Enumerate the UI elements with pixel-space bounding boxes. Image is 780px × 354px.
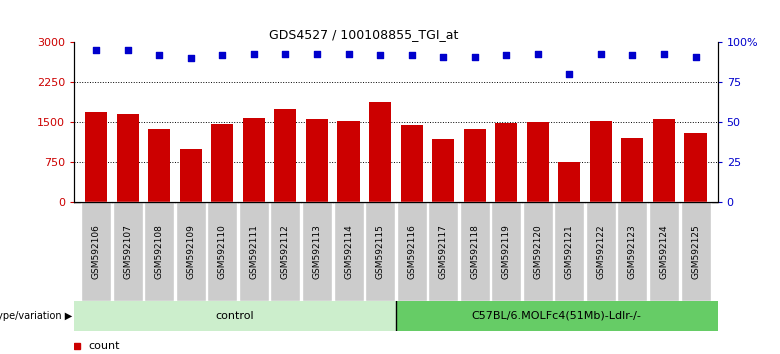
Point [500,52,512,58]
Bar [555,202,584,301]
Bar [432,139,454,202]
Bar [526,122,549,202]
Point [563,72,576,77]
Point [626,52,639,58]
Point [469,54,481,59]
Bar [495,123,517,202]
Bar [81,202,112,301]
Text: count: count [88,341,120,351]
Bar [85,112,107,202]
Point [342,51,355,56]
Text: GSM592112: GSM592112 [281,224,290,279]
Text: GSM592111: GSM592111 [250,224,258,279]
Bar [74,301,396,331]
Bar [459,202,490,301]
Text: GSM592118: GSM592118 [470,224,479,279]
Bar [144,202,174,301]
Text: GSM592108: GSM592108 [154,224,164,279]
Text: GSM592121: GSM592121 [565,224,574,279]
Point [153,52,165,58]
Text: GSM592106: GSM592106 [92,224,101,279]
Bar [558,162,580,202]
Bar [590,120,612,202]
Point [374,52,386,58]
Bar [179,149,202,202]
Point [658,51,670,56]
Point [531,51,544,56]
Bar [117,114,139,202]
Point [594,51,607,56]
Bar [243,118,265,202]
Text: GSM592116: GSM592116 [407,224,416,279]
Bar [463,129,486,202]
Text: GSM592109: GSM592109 [186,224,195,279]
Bar [649,202,679,301]
Bar [365,202,395,301]
Bar [148,129,170,202]
Bar [618,202,647,301]
Bar [306,120,328,202]
Point [437,54,449,59]
Bar [211,124,233,202]
Text: GSM592107: GSM592107 [123,224,133,279]
Text: genotype/variation ▶: genotype/variation ▶ [0,311,73,321]
Bar [207,202,237,301]
Bar [338,121,360,202]
Bar [685,133,707,202]
Point [279,51,292,56]
Point [122,47,134,53]
Text: GSM592115: GSM592115 [376,224,385,279]
Text: C57BL/6.MOLFc4(51Mb)-Ldlr-/-: C57BL/6.MOLFc4(51Mb)-Ldlr-/- [472,311,642,321]
Bar [396,301,718,331]
Bar [271,202,300,301]
Bar [401,125,423,202]
Point [216,52,229,58]
Bar [334,202,363,301]
Bar [239,202,269,301]
Bar [523,202,553,301]
Text: GSM592117: GSM592117 [438,224,448,279]
Bar [397,202,427,301]
Point [690,54,702,59]
Point [310,51,323,56]
Text: GSM592125: GSM592125 [691,224,700,279]
Point [406,52,418,58]
Text: GSM592119: GSM592119 [502,224,511,279]
Bar [680,202,711,301]
Text: GSM592113: GSM592113 [313,224,321,279]
Bar [428,202,458,301]
Bar [275,109,296,202]
Text: GSM592114: GSM592114 [344,224,353,279]
Bar [369,103,391,202]
Text: GSM592123: GSM592123 [628,224,637,279]
Bar [176,202,206,301]
Text: control: control [215,311,254,321]
Point [90,47,102,53]
Text: GSM592122: GSM592122 [597,224,605,279]
Bar [586,202,616,301]
Point [248,51,261,56]
Point [185,56,197,61]
Bar [113,202,143,301]
Bar [653,120,675,202]
Title: GDS4527 / 100108855_TGI_at: GDS4527 / 100108855_TGI_at [269,28,459,41]
Bar [622,138,644,202]
Bar [491,202,521,301]
Bar [302,202,332,301]
Text: GSM592124: GSM592124 [659,224,668,279]
Text: GSM592110: GSM592110 [218,224,227,279]
Text: GSM592120: GSM592120 [534,224,542,279]
